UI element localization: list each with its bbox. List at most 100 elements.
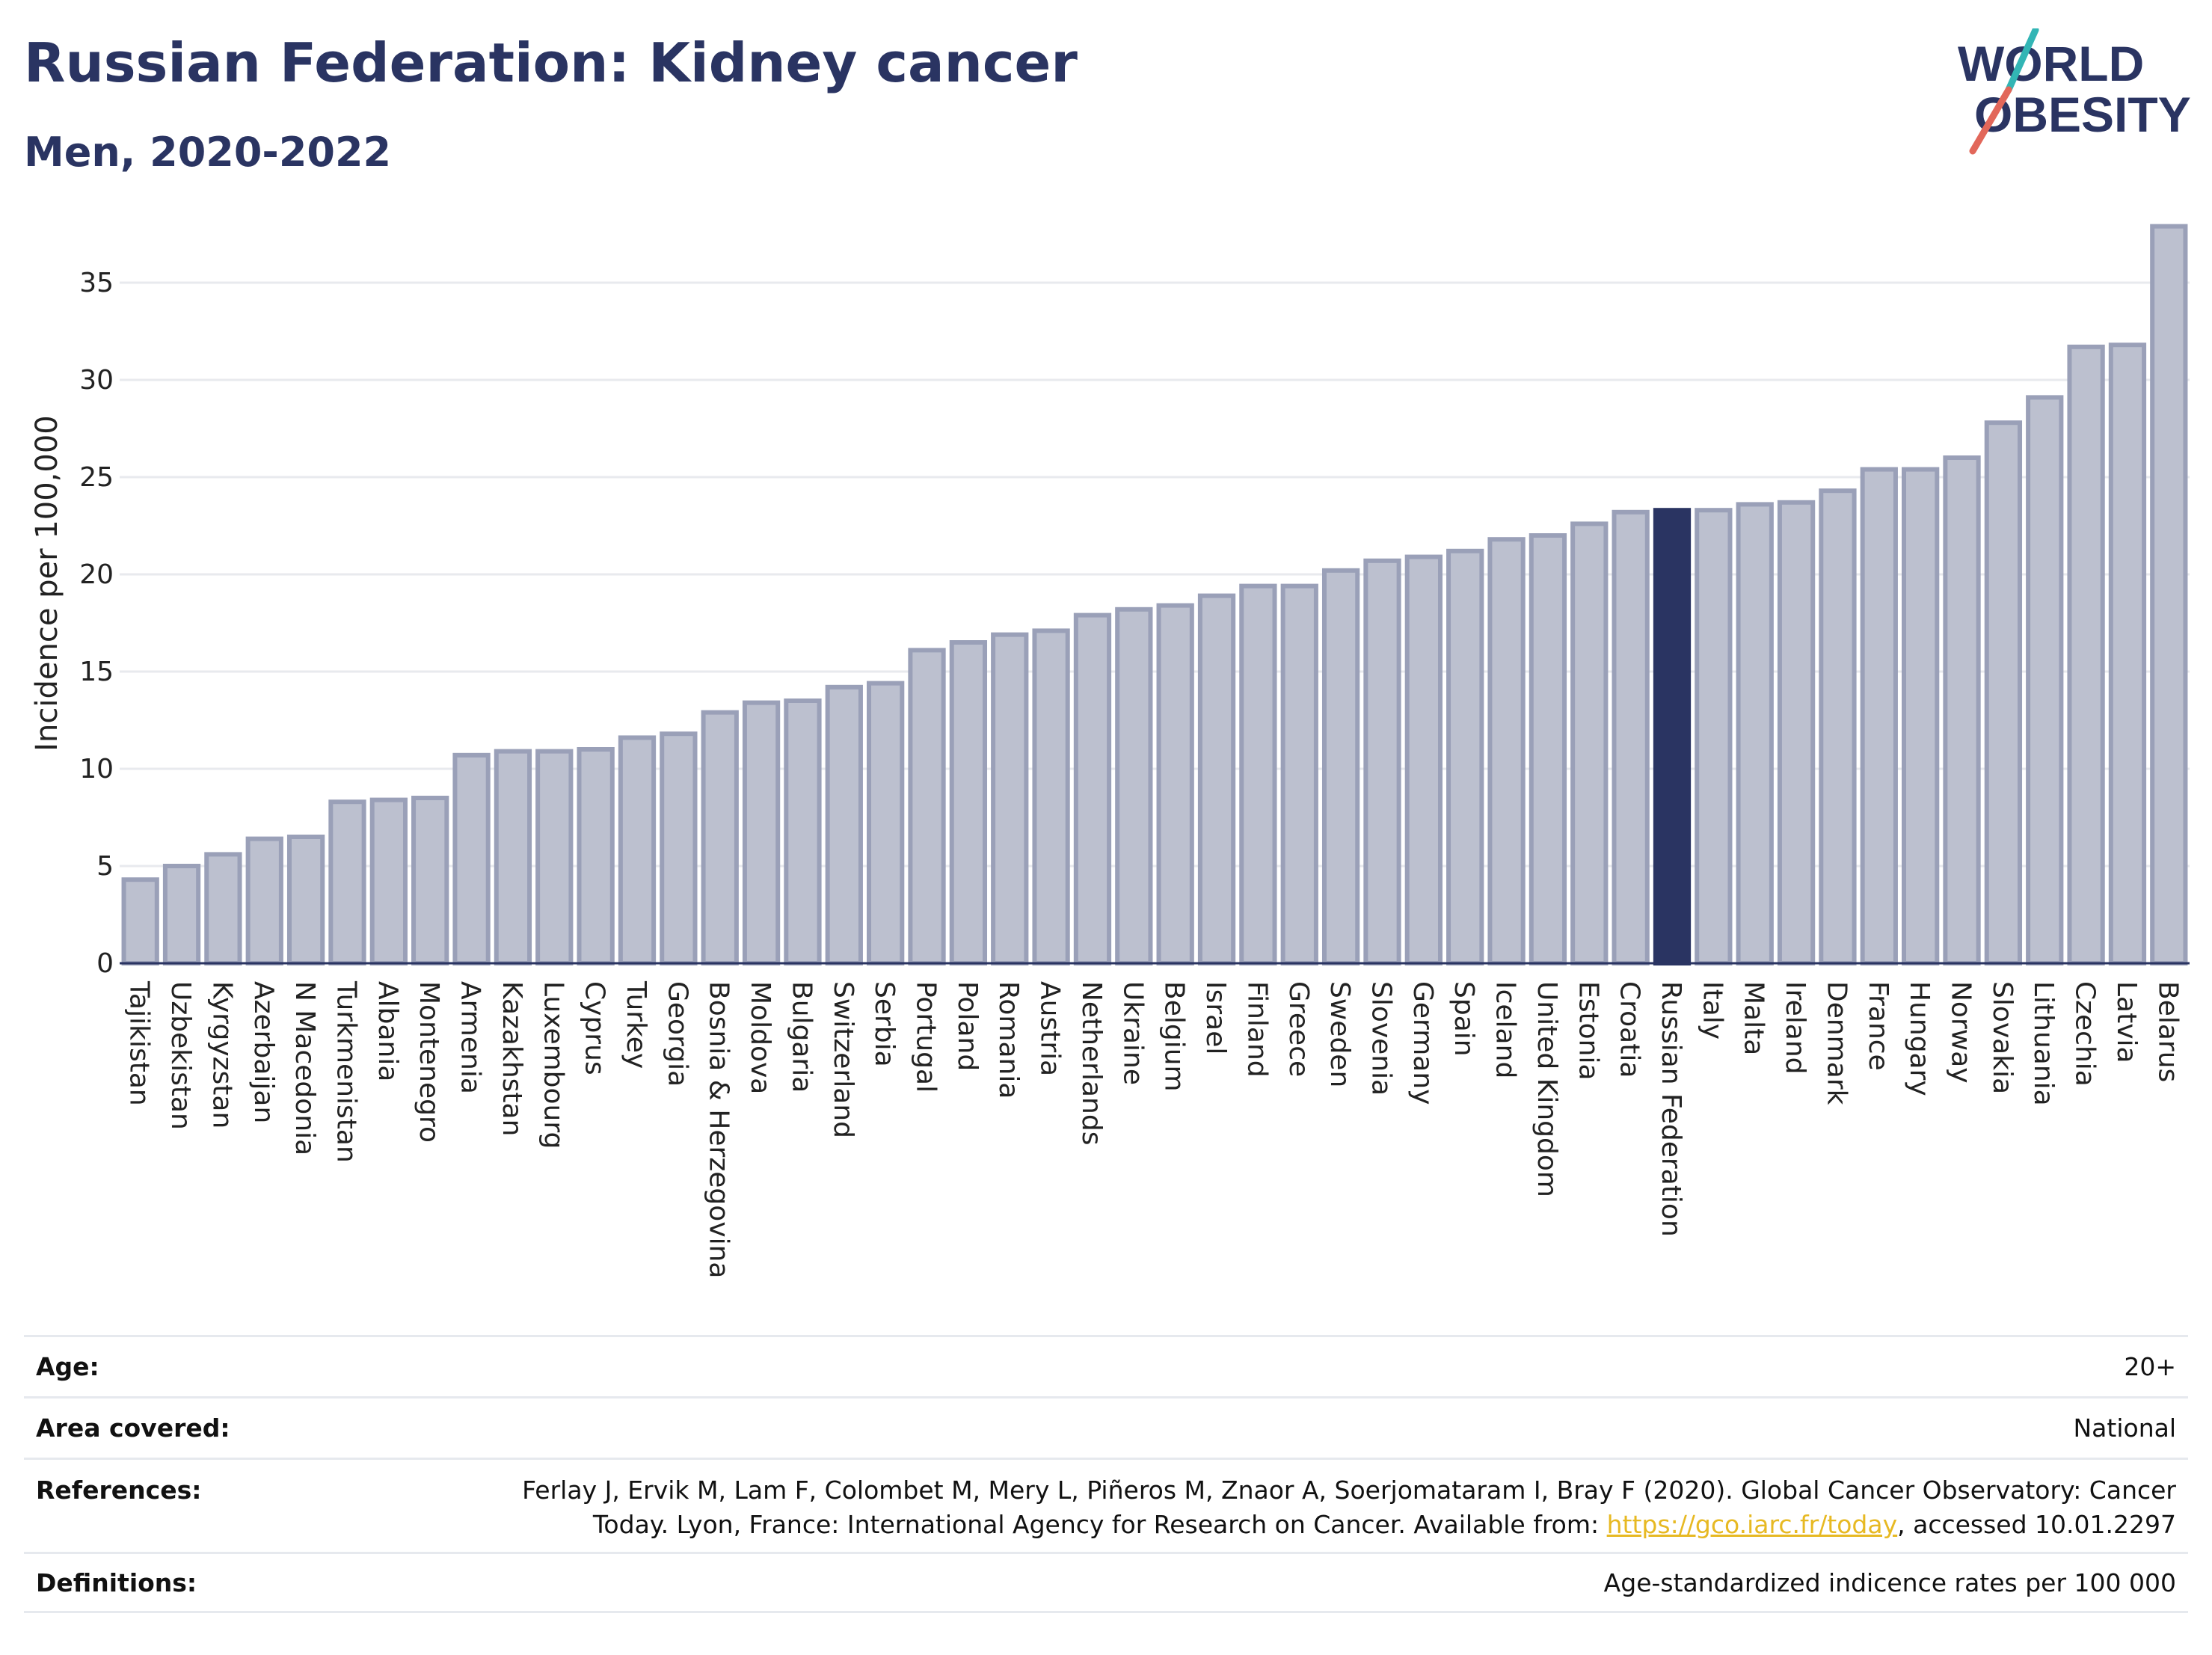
references-text-2: Today. Lyon, France: International Agenc…	[592, 1510, 1607, 1539]
x-tick-label: Kyrgyzstan	[206, 981, 237, 1129]
x-tick-label: N Macedonia	[289, 981, 320, 1155]
bar	[1570, 521, 1609, 965]
bar	[2108, 343, 2147, 965]
page-title: Russian Federation: Kidney cancer	[24, 31, 1078, 94]
x-tick-label: Switzerland	[828, 981, 858, 1138]
bar	[1736, 502, 1774, 965]
x-tick-label: Finland	[1241, 981, 1272, 1078]
meta-row-references: References: Ferlay J, Ervik M, Lam F, Co…	[24, 1458, 2188, 1552]
x-tick-label: Croatia	[1615, 981, 1645, 1078]
logo-line1: WORLD	[1958, 36, 2144, 91]
bar	[991, 632, 1029, 965]
x-tick-label: Malta	[1739, 981, 1769, 1055]
bar	[535, 749, 574, 965]
x-tick-label: Kazakhstan	[497, 981, 527, 1136]
x-tick-label: Serbia	[869, 981, 900, 1067]
bar	[784, 698, 822, 965]
x-tick-label: Montenegro	[414, 981, 444, 1143]
bar	[949, 640, 988, 965]
bar	[286, 835, 325, 965]
x-tick-label: Germany	[1407, 981, 1438, 1105]
bar	[1156, 603, 1194, 965]
bar	[1404, 554, 1443, 965]
x-tick-label: Iceland	[1490, 981, 1521, 1078]
bar	[452, 752, 491, 965]
x-tick-label: Bulgaria	[786, 981, 817, 1093]
bar	[1446, 548, 1484, 965]
age-value: 20+	[2124, 1352, 2176, 1381]
bar	[1073, 612, 1112, 965]
x-tick-label: Israel	[1200, 981, 1231, 1054]
bar	[328, 799, 366, 965]
y-axis-label: Incidence per 100,000	[30, 415, 64, 752]
x-tick-label: Latvia	[2111, 981, 2142, 1063]
bar	[1487, 537, 1526, 965]
y-tick-label: 35	[79, 268, 114, 298]
bar	[204, 852, 242, 966]
bar	[1695, 508, 1733, 965]
references-link[interactable]: https://gco.iarc.fr/today	[1606, 1510, 1898, 1539]
bar	[2026, 395, 2064, 965]
bar	[1529, 533, 1567, 965]
x-tick-label: Tajikistan	[124, 980, 155, 1106]
y-tick-label: 0	[96, 948, 114, 979]
references-label: References:	[36, 1476, 202, 1505]
bar	[825, 684, 863, 965]
bar	[1943, 455, 1981, 965]
x-tick-label: Hungary	[1904, 981, 1935, 1096]
x-tick-label: Bosnia & Herzegovina	[704, 981, 734, 1278]
x-tick-label: Slovenia	[1365, 981, 1396, 1096]
y-tick-label: 10	[79, 754, 114, 784]
x-tick-label: Denmark	[1821, 981, 1852, 1105]
bar	[867, 681, 905, 965]
definitions-value: Age-standardized indicence rates per 100…	[1603, 1568, 2176, 1597]
x-tick-label: Portugal	[911, 981, 941, 1093]
x-tick-label: Armenia	[455, 981, 486, 1094]
definitions-label: Definitions:	[36, 1568, 197, 1597]
x-tick-label: Georgia	[662, 981, 692, 1087]
y-tick-label: 30	[79, 365, 114, 396]
x-tick-label: Albania	[372, 981, 403, 1081]
y-tick-label: 15	[79, 657, 114, 687]
x-tick-label: Ukraine	[1117, 981, 1148, 1085]
x-tick-label: Netherlands	[1076, 981, 1107, 1145]
bar	[1197, 593, 1236, 965]
x-tick-label: Ireland	[1780, 981, 1810, 1075]
references-text-3: , accessed 10.01.2297	[1897, 1510, 2176, 1539]
x-tick-label: Russian Federation	[1656, 981, 1686, 1237]
meta-row-age: Age: 20+	[24, 1335, 2188, 1396]
references-value: Ferlay J, Ervik M, Lam F, Colombet M, Me…	[522, 1473, 2176, 1542]
x-tick-label: Luxembourg	[538, 981, 568, 1149]
bar	[162, 864, 201, 965]
x-tick-label: Lithuania	[2028, 981, 2059, 1106]
bar	[1321, 568, 1360, 965]
age-label: Age:	[36, 1352, 99, 1381]
x-tick-label: Estonia	[1573, 981, 1603, 1081]
y-tick-label: 25	[79, 462, 114, 493]
bar	[701, 710, 739, 965]
bar	[1239, 583, 1277, 965]
bar	[577, 747, 615, 965]
x-tick-label: Greece	[1283, 981, 1314, 1077]
bar	[1860, 467, 1898, 965]
bar	[742, 700, 781, 965]
bar	[1363, 558, 1401, 965]
x-tick-label: Slovakia	[1987, 981, 2018, 1094]
bar	[1280, 583, 1318, 965]
x-tick-label: Italy	[1697, 981, 1727, 1040]
y-tick-label: 20	[79, 559, 114, 590]
area-label: Area covered:	[36, 1413, 230, 1443]
bar	[1902, 467, 1940, 965]
bar	[1032, 628, 1070, 966]
meta-row-area: Area covered: National	[24, 1396, 2188, 1458]
references-text-1: Ferlay J, Ervik M, Lam F, Colombet M, Me…	[522, 1476, 2176, 1505]
bar	[2150, 224, 2188, 966]
x-tick-label: Austria	[1035, 981, 1066, 1076]
bar	[908, 648, 946, 966]
x-tick-label: Belarus	[2152, 981, 2183, 1082]
x-tick-label: Czechia	[2070, 981, 2101, 1087]
y-tick-label: 5	[96, 851, 114, 882]
bar	[2067, 344, 2105, 965]
bar	[494, 749, 532, 965]
x-tick-label: Cyprus	[580, 981, 610, 1075]
